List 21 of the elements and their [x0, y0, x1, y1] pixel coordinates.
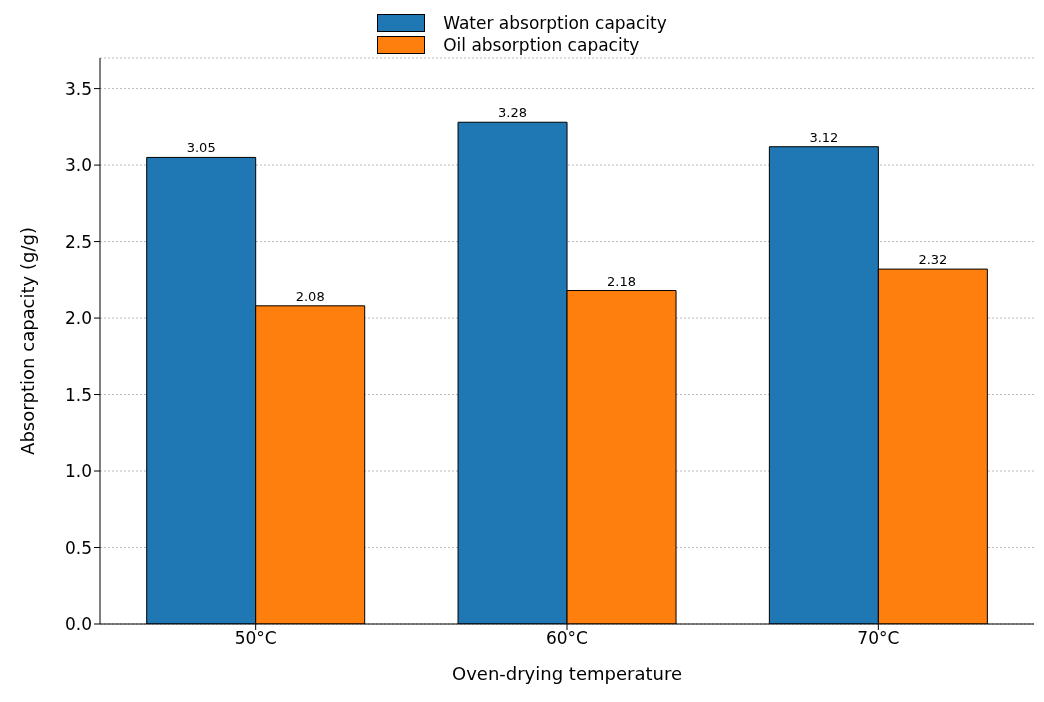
- x-tick-label: 60°C: [545, 628, 589, 649]
- x-tick-label: 50°C: [234, 628, 277, 649]
- data-label: 3.12: [809, 129, 839, 145]
- legend-label: Oil absorption capacity: [443, 35, 640, 55]
- y-tick-label: 2.0: [64, 308, 92, 329]
- legend-label: Water absorption capacity: [443, 13, 667, 33]
- data-label: 3.05: [186, 140, 216, 156]
- data-label: 2.08: [295, 288, 325, 304]
- data-label: 2.18: [607, 273, 637, 289]
- y-tick-label: 1.0: [64, 461, 92, 482]
- y-tick-label: 2.5: [64, 231, 92, 252]
- y-tick-label: 0.5: [64, 537, 92, 558]
- x-axis-title: Oven-drying temperature: [452, 663, 682, 684]
- y-axis-title: Absorption capacity (g/g): [17, 227, 39, 455]
- y-tick-label: 1.5: [64, 384, 92, 405]
- y-tick-label: 3.0: [64, 155, 92, 176]
- data-label: 2.32: [918, 252, 948, 268]
- y-tick-label: 0.0: [64, 614, 92, 635]
- data-label: 3.28: [498, 105, 528, 121]
- x-tick-label: 70°C: [857, 628, 900, 649]
- y-tick-label: 3.5: [64, 78, 92, 99]
